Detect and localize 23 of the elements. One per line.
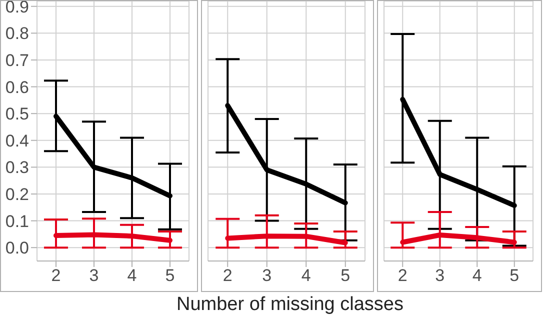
y-tick-label: 0.8: [5, 24, 29, 44]
x-axis-title: Number of missing classes: [175, 294, 405, 316]
y-tick-label: 0.0: [5, 238, 29, 258]
y-tick-label: 0.9: [5, 0, 29, 16]
x-tick-label: 3: [435, 266, 445, 286]
x-tick-label: 5: [510, 266, 520, 286]
x-tick-label: 4: [301, 266, 311, 286]
x-tick-label: 2: [222, 266, 232, 286]
y-tick-label: 0.6: [5, 78, 29, 97]
y-tick-label: 0.7: [5, 51, 29, 70]
x-tick-label: 3: [262, 266, 272, 286]
x-tick-label: 2: [51, 266, 61, 286]
x-tick-label: 5: [340, 266, 350, 286]
y-tick-label: 0.2: [5, 185, 29, 204]
x-tick-label: 2: [398, 266, 408, 286]
x-tick-label: 4: [472, 266, 482, 286]
y-tick-label: 0.3: [5, 158, 29, 178]
y-tick-label: 0.1: [5, 212, 29, 231]
y-tick-label: 0.5: [5, 104, 29, 124]
y-tick-label: 0.4: [5, 131, 29, 150]
x-tick-label: 4: [127, 266, 137, 286]
x-tick-label: 3: [89, 266, 99, 286]
x-tick-label: 5: [165, 266, 175, 286]
